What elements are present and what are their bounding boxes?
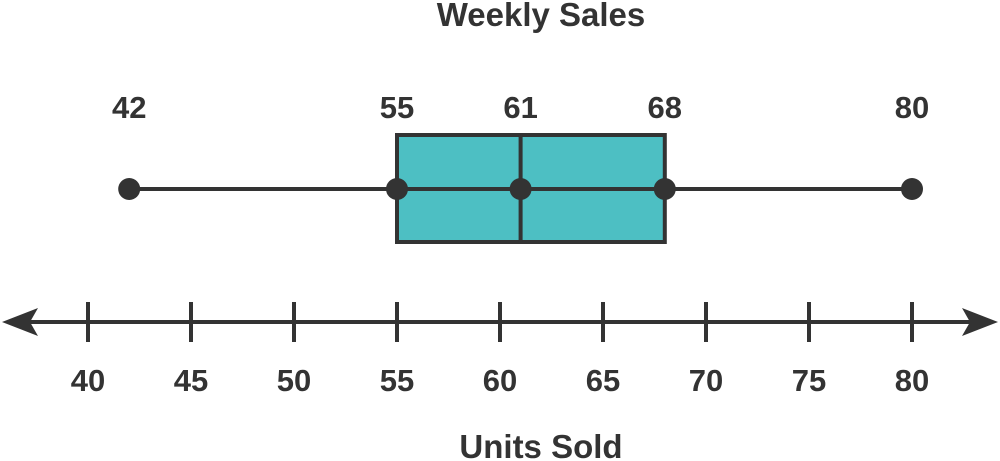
summary-point-q1 [386,178,408,200]
right-arrow-icon [962,308,998,336]
x-tick-label: 40 [71,363,105,398]
summary-point-median [509,178,532,200]
left-arrow-icon [2,308,38,336]
x-tick-label: 80 [895,363,929,398]
summary-point-min [118,178,141,200]
x-tick-label: 70 [689,363,723,398]
value-label-max: 80 [895,90,929,125]
x-tick-label: 75 [792,363,826,398]
x-tick-label: 65 [586,363,620,398]
value-label-min: 42 [112,90,146,125]
x-axis-label: Units Sold [459,428,622,461]
chart-title: Weekly Sales [437,0,646,33]
value-label-q3: 68 [648,90,682,125]
x-tick-label: 60 [483,363,517,398]
x-tick-label: 50 [277,363,311,398]
plot-area: 40 45 50 55 60 65 70 75 80 42 55 61 68 80 [2,90,998,398]
summary-point-max [901,178,923,200]
summary-point-q3 [653,178,676,200]
x-tick-label: 55 [380,363,414,398]
value-label-q1: 55 [380,90,414,125]
x-tick-label: 45 [174,363,208,398]
value-label-median: 61 [503,90,537,125]
